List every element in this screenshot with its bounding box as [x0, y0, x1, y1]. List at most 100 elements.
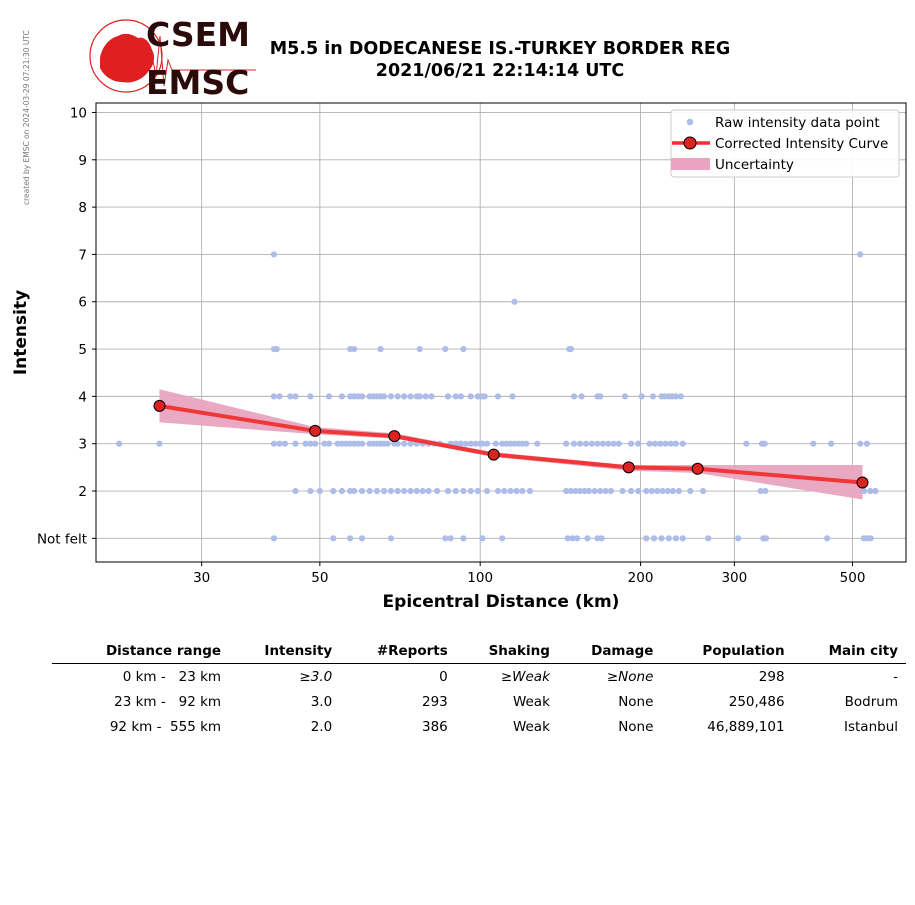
- raw-data-point: [325, 393, 333, 400]
- raw-data-point: [705, 535, 712, 542]
- raw-data-point: [572, 487, 579, 495]
- raw-data-point: [483, 440, 491, 447]
- corrected-curve-point: [309, 424, 322, 437]
- raw-data-point: [687, 487, 694, 495]
- raw-data-point: [570, 393, 578, 400]
- raw-data-point: [643, 535, 650, 542]
- cell-distance-range: 23 km - 92 km: [114, 693, 222, 710]
- table-header-row: Distance range Intensity #Reports Shakin…: [52, 640, 906, 664]
- raw-data-point: [578, 393, 585, 400]
- raw-data-point: [677, 393, 684, 400]
- raw-data-point: [654, 487, 661, 495]
- raw-data-point: [444, 487, 452, 495]
- raw-data-point: [338, 487, 345, 495]
- raw-data-point: [675, 487, 682, 495]
- raw-data-point: [433, 487, 441, 495]
- legend-box: [670, 109, 900, 178]
- raw-data-point: [599, 440, 607, 447]
- cell-main-city: Bodrum: [844, 693, 898, 710]
- raw-data-point: [358, 440, 366, 447]
- raw-data-point: [638, 393, 645, 400]
- raw-data-point: [581, 487, 588, 495]
- header-distance-range: Distance range: [52, 640, 230, 664]
- uncertainty-band: [159, 389, 863, 500]
- cell-main-city: Istanbul: [843, 718, 898, 735]
- raw-data-point: [394, 487, 401, 495]
- raw-data-point: [452, 393, 459, 400]
- legend-curve-marker: [683, 136, 697, 150]
- y-axis-ticks: Not felt 2 3 4 5 6 7 8 9 10: [37, 105, 96, 547]
- raw-data-point: [401, 440, 408, 447]
- cell-damage: ≥None: [606, 668, 654, 685]
- raw-data-point: [576, 440, 584, 447]
- cell-distance-range: 92 km - 555 km: [109, 718, 222, 735]
- raw-data-point: [479, 535, 486, 542]
- raw-data-point: [526, 487, 534, 495]
- corrected-curve-point: [487, 448, 500, 461]
- raw-data-point: [460, 345, 467, 353]
- raw-data-point: [499, 535, 506, 542]
- y-tick-label: 4: [78, 389, 87, 405]
- raw-data-point: [867, 487, 874, 495]
- raw-data-point: [457, 393, 465, 400]
- raw-data-point: [672, 440, 679, 447]
- raw-data-point: [334, 440, 341, 447]
- raw-data-point: [569, 535, 576, 542]
- y-tick-label: 2: [78, 484, 87, 500]
- header-intensity: Intensity: [229, 640, 341, 664]
- raw-data-point: [467, 393, 474, 400]
- raw-data-point: [462, 440, 469, 447]
- raw-data-point: [442, 535, 449, 542]
- raw-data-point: [573, 535, 581, 542]
- raw-data-point: [292, 487, 299, 495]
- raw-data-point: [416, 393, 423, 400]
- raw-data-point: [563, 440, 570, 447]
- emsc-logo: CSEM EMSC: [89, 16, 256, 100]
- cell-main-city: -: [893, 668, 898, 685]
- raw-data-point: [387, 487, 395, 495]
- y-axis-label: Intensity: [11, 290, 31, 375]
- cell-intensity: 2.0: [310, 718, 333, 735]
- raw-data-point: [325, 440, 333, 447]
- raw-data-point: [494, 487, 502, 495]
- raw-data-point: [857, 440, 864, 447]
- title-datetime: 2021/06/21 22:14:14 UTC: [375, 61, 625, 81]
- raw-data-point: [422, 393, 429, 400]
- raw-data-point: [628, 440, 635, 447]
- raw-data-point: [662, 440, 669, 447]
- x-tick-label: 30: [193, 570, 210, 586]
- raw-data-point: [479, 440, 486, 447]
- raw-data-point: [619, 487, 626, 495]
- raw-data-point: [273, 345, 280, 353]
- raw-data-point: [444, 393, 452, 400]
- raw-data-point: [380, 487, 388, 495]
- raw-data-point: [534, 440, 541, 447]
- raw-data-point: [585, 487, 593, 495]
- raw-data-point: [494, 393, 502, 400]
- cell-shaking: Weak: [512, 693, 550, 710]
- logo-text-csem: CSEM: [146, 16, 250, 54]
- raw-data-point: [643, 487, 650, 495]
- chart-title: M5.5 in DODECANESE IS.-TURKEY BORDER REG…: [240, 38, 760, 82]
- raw-data-point: [347, 535, 354, 542]
- raw-data-point: [584, 535, 591, 542]
- x-tick-label: 200: [628, 570, 654, 586]
- raw-data-point: [307, 440, 314, 447]
- corrected-curve-point: [388, 430, 401, 443]
- raw-data-point: [292, 393, 299, 400]
- y-tick-label: 10: [70, 105, 87, 121]
- cell-reports: 386: [421, 718, 448, 735]
- raw-data-point: [270, 535, 278, 542]
- raw-data-point: [483, 487, 491, 495]
- plot-frame: [95, 102, 907, 563]
- cell-shaking: ≥Weak: [500, 668, 550, 685]
- raw-data-point: [316, 487, 323, 495]
- raw-data-point: [330, 535, 337, 542]
- raw-data-point: [501, 487, 508, 495]
- raw-data-point: [373, 487, 381, 495]
- corrected-curve-point: [153, 399, 166, 412]
- legend-uncertainty-label: Uncertainty: [715, 157, 794, 173]
- raw-data-point: [507, 487, 514, 495]
- raw-data-point: [672, 535, 679, 542]
- legend-raw-marker: [686, 118, 694, 126]
